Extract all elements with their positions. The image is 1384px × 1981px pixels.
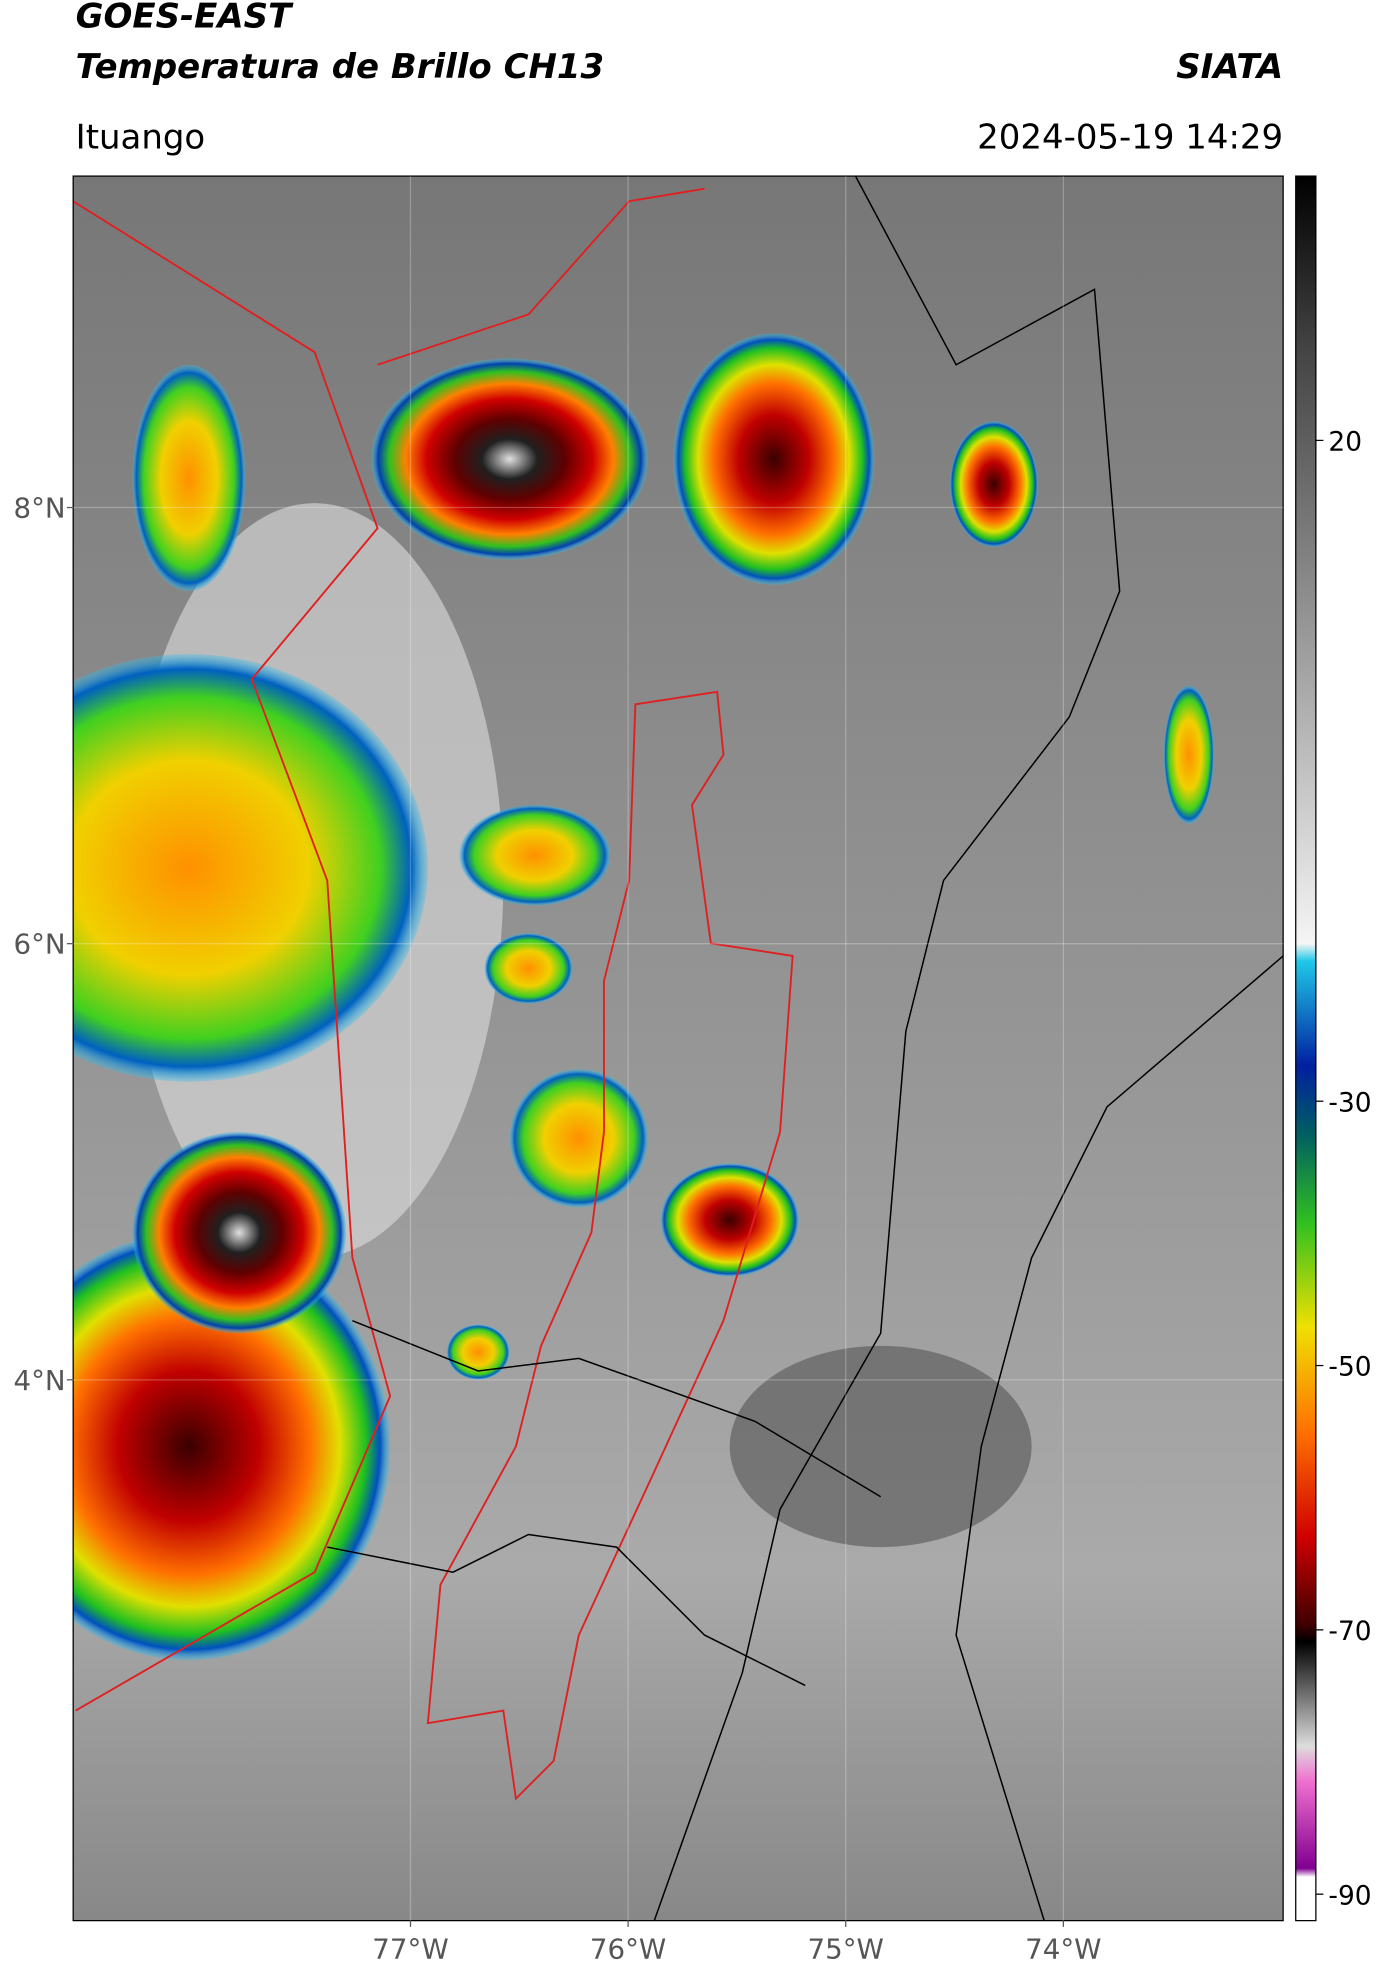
storm <box>371 358 648 560</box>
boundary <box>955 955 1284 1921</box>
map-image <box>73 176 1284 1921</box>
storm <box>73 654 428 1082</box>
lat-tick-label: 6°N <box>14 928 66 961</box>
lat-tick-label: 4°N <box>14 1364 66 1397</box>
title-line1: GOES-EAST <box>76 0 294 37</box>
storm <box>484 933 573 1004</box>
storm <box>949 421 1038 548</box>
department-outline <box>426 690 794 1801</box>
title-line2: Temperatura de Brillo CH13 <box>76 47 604 87</box>
boundary <box>653 176 1121 1921</box>
colorbar <box>1295 175 1317 1922</box>
storm <box>446 1324 510 1380</box>
lon-tick-label: 77°W <box>372 1932 448 1965</box>
storm <box>132 364 246 592</box>
storm <box>509 1069 648 1208</box>
boundary <box>327 1533 806 1687</box>
colorbar-tick-label: -70 <box>1328 1616 1371 1647</box>
storm <box>132 1132 347 1334</box>
border <box>73 200 392 1712</box>
map-axes: 8°N 6°N 4°N 77°W 76°W 75°W 74°W <box>14 176 1284 1965</box>
storm <box>660 1163 799 1277</box>
border <box>377 187 705 366</box>
colorbar-tick-label: 20 <box>1328 426 1362 457</box>
colorbar-tick-label: -50 <box>1328 1352 1371 1383</box>
storm <box>73 1232 391 1661</box>
lat-tick-label: 8°N <box>14 492 66 525</box>
datetime: 2024-05-19 14:29 <box>977 117 1283 157</box>
lon-tick-label: 75°W <box>808 1932 884 1965</box>
storm <box>1163 685 1214 824</box>
storm <box>673 333 875 585</box>
colorbar-tick-label: -30 <box>1328 1087 1371 1118</box>
lon-tick-label: 76°W <box>590 1932 666 1965</box>
boundary <box>352 1319 882 1498</box>
lon-tick-label: 74°W <box>1025 1932 1101 1965</box>
shade <box>729 1345 1032 1548</box>
location: Ituango <box>76 117 206 157</box>
colorbar-tick-label: -90 <box>1328 1880 1371 1911</box>
storm <box>459 804 611 906</box>
map-frame <box>72 175 1284 1922</box>
source: SIATA <box>1176 47 1283 87</box>
colorbar-axis: 20 -30 -50 -70 -90 <box>1315 426 1372 1911</box>
